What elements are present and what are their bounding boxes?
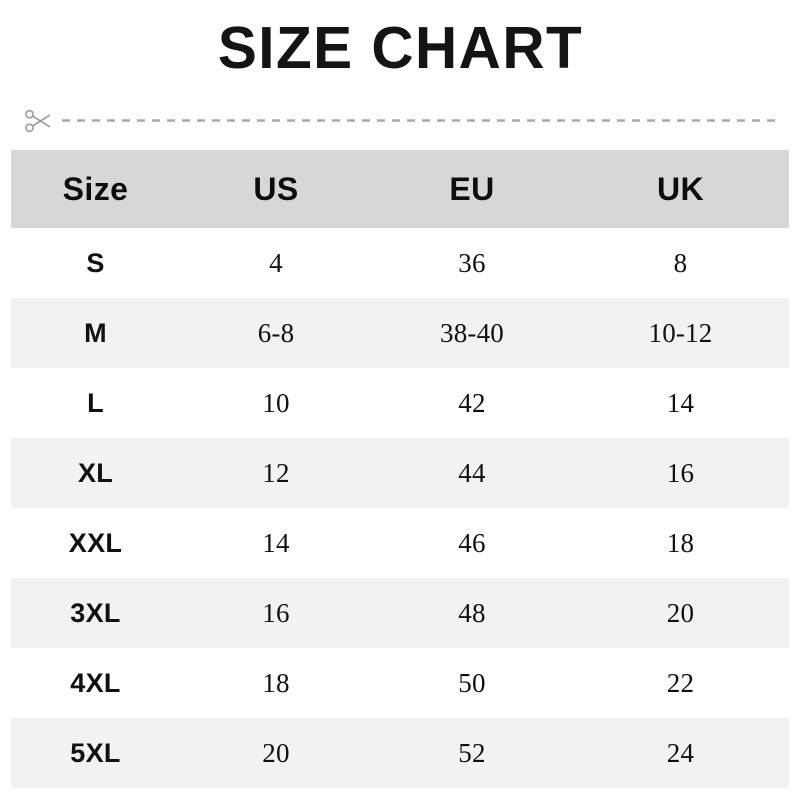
table-row: XXL 14 46 18 — [11, 508, 789, 578]
cell-uk: 20 — [666, 597, 695, 628]
cell-size: 4XL — [70, 667, 121, 698]
cell-eu: 46 — [458, 527, 486, 558]
cell-eu: 44 — [458, 457, 486, 488]
cell-us: 12 — [262, 457, 290, 488]
cell-us: 20 — [262, 737, 290, 768]
cell-uk: 10-12 — [648, 317, 713, 348]
cell-eu: 42 — [458, 387, 486, 418]
column-header-size: Size — [62, 170, 129, 207]
cell-uk: 8 — [673, 247, 688, 278]
cell-eu: 38-40 — [440, 317, 504, 348]
cell-eu: 50 — [458, 667, 486, 698]
cell-eu: 36 — [458, 247, 486, 278]
cell-us: 10 — [262, 387, 290, 418]
column-header-us: US — [253, 170, 299, 207]
page-title: SIZE CHART — [217, 14, 583, 81]
cell-us: 14 — [262, 527, 290, 558]
column-header-uk: UK — [656, 170, 705, 207]
cell-uk: 14 — [666, 387, 695, 418]
cell-us: 6-8 — [257, 317, 295, 348]
cell-uk: 22 — [666, 667, 695, 698]
cell-size: 3XL — [70, 597, 121, 628]
cell-us: 4 — [269, 247, 283, 278]
table-row: M 6-8 38-40 10-12 — [11, 298, 789, 368]
cell-uk: 16 — [666, 457, 695, 488]
cell-uk: 18 — [666, 527, 695, 558]
cell-size: M — [84, 317, 107, 348]
scissors-icon — [22, 104, 56, 138]
table-row: 3XL 16 48 20 — [11, 578, 789, 648]
table-row: S 4 36 8 — [11, 228, 789, 298]
cell-size: XL — [77, 457, 114, 488]
cut-line — [22, 104, 782, 138]
size-chart-table: Size US EU UK S 4 36 8 M 6-8 38-40 10-12… — [11, 150, 789, 788]
page-title-container: SIZE CHART — [0, 0, 800, 96]
cell-us: 18 — [262, 667, 290, 698]
table-row: L 10 42 14 — [11, 368, 789, 438]
cell-eu: 48 — [458, 597, 486, 628]
table-row: 5XL 20 52 24 — [11, 718, 789, 788]
cell-size: 5XL — [70, 737, 121, 768]
cell-eu: 52 — [458, 737, 486, 768]
table-row: XL 12 44 16 — [11, 438, 789, 508]
cell-size: S — [86, 247, 105, 278]
table-header-row: Size US EU UK — [11, 150, 789, 228]
column-header-eu: EU — [449, 170, 495, 207]
cell-us: 16 — [262, 597, 290, 628]
cell-uk: 24 — [666, 737, 695, 768]
cell-size: L — [87, 387, 104, 418]
cell-size: XXL — [68, 527, 123, 558]
table-row: 4XL 18 50 22 — [11, 648, 789, 718]
dashed-cut-line — [62, 119, 776, 122]
